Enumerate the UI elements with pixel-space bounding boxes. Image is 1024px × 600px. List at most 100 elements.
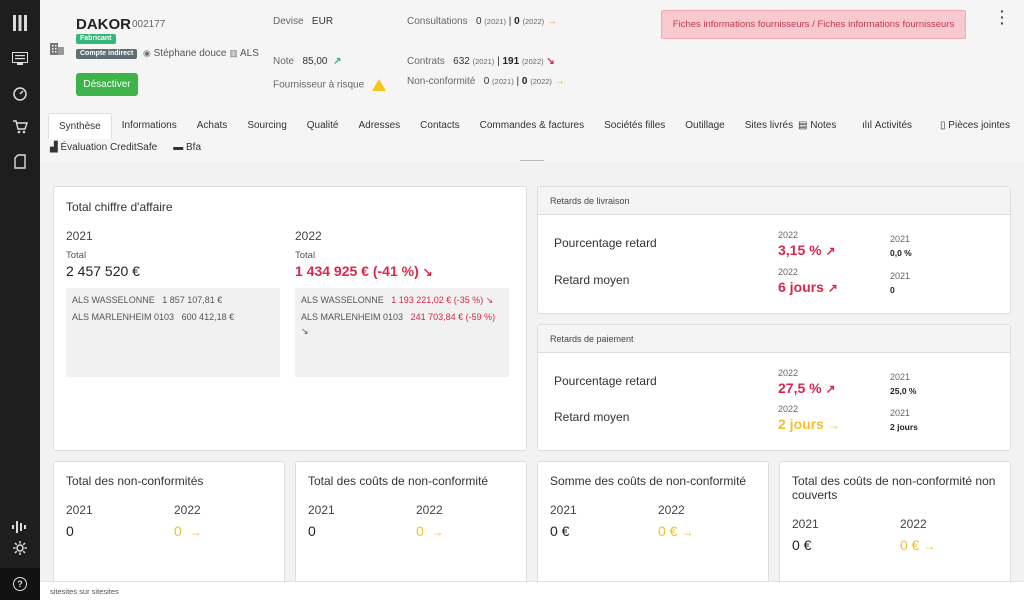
more-options-icon[interactable]: · · · xyxy=(1000,3,1005,31)
note-label: Note xyxy=(273,56,295,67)
nc-2021-year: (2021) xyxy=(492,77,514,86)
footer: sitesites sur sitesites xyxy=(40,581,1024,600)
cart-icon[interactable] xyxy=(9,116,31,138)
devise-value: EUR xyxy=(311,16,334,27)
site-value: 600 412,18 € xyxy=(181,312,235,322)
columns-icon[interactable] xyxy=(9,12,31,34)
tab-outillage[interactable]: Outillage xyxy=(685,120,725,131)
nc-2021: 0 xyxy=(483,76,490,87)
revenue-title: Total chiffre d'affaire xyxy=(66,200,173,214)
separator: | xyxy=(516,76,520,87)
delivery-delays-card: Retards de livraison Pourcentage retard … xyxy=(537,186,1011,314)
contrats-2022-year: (2022) xyxy=(521,57,544,66)
site-row: ALS MARLENHEIM 0103 241 703,84 € (-59 %) xyxy=(301,312,495,322)
tab-pieces-label: Pièces jointes xyxy=(948,120,1010,131)
tab-sourcing[interactable]: Sourcing xyxy=(247,120,287,131)
separator: | xyxy=(508,16,512,27)
tab-sites-livres[interactable]: Sites livrés xyxy=(744,120,794,131)
owner-info: ◉ Stéphane douce ▥ ALS xyxy=(143,48,259,59)
tab-pieces-jointes[interactable]: ▯ Pièces jointes xyxy=(940,113,1010,139)
contrats-2021: 632 xyxy=(453,56,470,67)
document-icon[interactable] xyxy=(9,150,31,172)
payment-pct-year-2021: 2021 xyxy=(890,372,911,382)
site-name: ALS xyxy=(240,48,259,59)
payment-avg-year-2022: 2022 xyxy=(778,404,799,414)
tab-synthese[interactable]: Synthèse xyxy=(48,113,112,139)
tab-bar: Synthèse Informations Achats Sourcing Qu… xyxy=(48,113,803,139)
nc-costs-year-2022: 2022 xyxy=(416,503,443,517)
devise-field: Devise EUR xyxy=(273,16,333,27)
nc-costs-year-2021: 2021 xyxy=(308,503,335,517)
activity-icon: ılıl xyxy=(862,120,872,131)
site-name: ALS WASSELONNE xyxy=(301,295,384,305)
supplier-info-alert[interactable]: Fiches informations fournisseurs / Fiche… xyxy=(661,10,966,39)
delivery-avg-2022: 6 jours ↗ xyxy=(778,279,838,295)
tab-societes-filles[interactable]: Sociétés filles xyxy=(604,120,666,131)
risk-field: Fournisseur à risque xyxy=(273,79,386,91)
site-value: 1 193 221,02 € (-35 %) xyxy=(391,295,484,305)
deactivate-button[interactable]: Désactiver xyxy=(76,73,138,96)
nc-uncovered-2022: 0 € → xyxy=(900,537,935,553)
consultations-field: Consultations 0 (2021) | 0 (2022) → xyxy=(407,16,557,27)
tab-activites-label: Activités xyxy=(874,120,913,131)
left-rail: ? xyxy=(0,0,40,600)
tab-activites[interactable]: ılıl Activités xyxy=(862,113,912,139)
tab-bfa[interactable]: ▬ Bfa xyxy=(173,142,201,153)
tab-evaluation-creditsafe[interactable]: ▟ Évaluation CreditSafe xyxy=(50,142,157,153)
arrow-down-right-icon: ↘ xyxy=(485,295,494,305)
nc-costs-sum-title: Somme des coûts de non-conformité xyxy=(550,474,747,488)
settings-icon[interactable] xyxy=(9,537,31,559)
nc-uncovered-title: Total des coûts de non-conformité non co… xyxy=(792,474,996,502)
arrow-right-icon: → xyxy=(681,525,694,539)
tab-commandes-factures[interactable]: Commandes & factures xyxy=(479,120,585,131)
tab-qualite[interactable]: Qualité xyxy=(306,120,339,131)
nc-uncovered-card: Total des coûts de non-conformité non co… xyxy=(779,461,1011,581)
delivery-delays-title: Retards de livraison xyxy=(538,187,1010,215)
tab-achats[interactable]: Achats xyxy=(196,120,228,131)
arrow-up-right-icon: ↗ xyxy=(825,244,836,258)
gauge-icon[interactable] xyxy=(9,83,31,105)
nc-2022: 0 xyxy=(521,76,528,87)
main-content: Total chiffre d'affaire 2021 2022 Total … xyxy=(40,163,1024,581)
payment-avg-label: Retard moyen xyxy=(554,410,630,424)
contrats-field: Contrats 632 (2021) | 191 (2022) ↘ xyxy=(407,56,555,67)
help-icon: ? xyxy=(13,577,27,591)
separator: | xyxy=(497,56,500,67)
nc-costs-2022-value: 0 xyxy=(416,523,424,539)
nc-uncovered-2022-value: 0 € xyxy=(900,537,920,553)
creditsafe-label: Évaluation CreditSafe xyxy=(60,142,158,153)
delivery-avg-2022-value: 6 jours xyxy=(778,279,824,295)
nc-uncovered-year-2021: 2021 xyxy=(792,517,819,531)
note-value: 85,00 xyxy=(302,56,328,67)
badge-compte-indirect: Compte indirect xyxy=(76,49,138,59)
arrow-right-icon: → xyxy=(546,16,557,27)
help-button[interactable]: ? xyxy=(0,568,40,600)
user-icon: ◉ xyxy=(143,48,151,58)
delivery-avg-year-2021: 2021 xyxy=(890,271,911,281)
nc-costs-sum-2022: 0 € → xyxy=(658,523,693,539)
devise-label: Devise xyxy=(273,16,304,27)
delivery-pct-2022: 3,15 % ↗ xyxy=(778,242,836,258)
monitor-icon[interactable] xyxy=(9,48,31,70)
payment-avg-2021: 2 jours xyxy=(890,422,918,432)
nc-costs-sum-2021: 0 € xyxy=(550,523,570,539)
tab-contacts[interactable]: Contacts xyxy=(420,120,460,131)
arrow-up-right-icon: ↗ xyxy=(333,56,342,67)
tab-adresses[interactable]: Adresses xyxy=(358,120,401,131)
nc-uncovered-year-2022: 2022 xyxy=(900,517,927,531)
delivery-avg-2021: 0 xyxy=(890,285,895,295)
arrow-down-right-icon: ↘ xyxy=(546,56,555,67)
activity-icon[interactable] xyxy=(9,516,31,538)
delivery-pct-2021: 0,0 % xyxy=(890,248,912,258)
arrow-down-right-icon: ↘ xyxy=(301,326,309,336)
arrow-right-icon: → xyxy=(554,76,565,87)
tab-informations[interactable]: Informations xyxy=(121,120,177,131)
payment-pct-2022-value: 27,5 % xyxy=(778,380,822,396)
sites-2022-box: ALS WASSELONNE 1 193 221,02 € (-35 %) ↘ … xyxy=(295,288,509,377)
total-label-2021: Total xyxy=(66,250,87,261)
arrow-down-right-icon: ↘ xyxy=(422,265,433,279)
tab-notes[interactable]: ▤ Notes xyxy=(798,113,836,139)
supplier-name: DAKOR xyxy=(76,16,131,33)
supplier-header: DAKOR 002177 Fabricant Compte indirect ◉… xyxy=(40,0,1024,164)
arrow-right-icon: → xyxy=(431,525,444,539)
